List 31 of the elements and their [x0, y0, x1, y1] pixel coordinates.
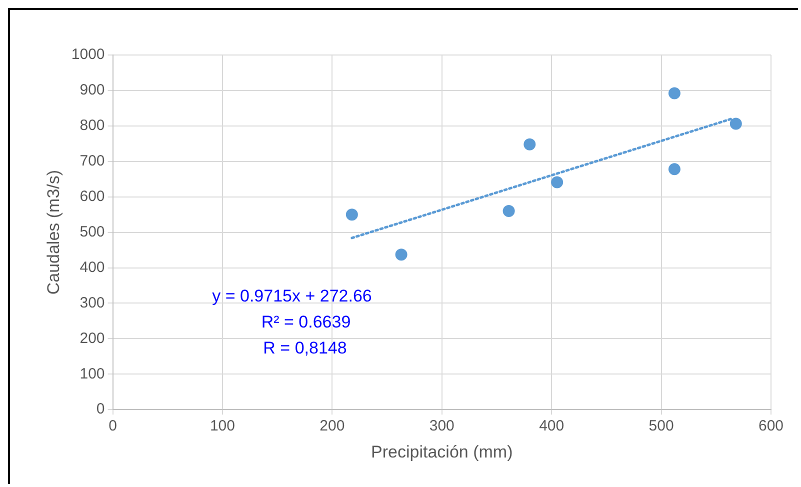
x-axis-title: Precipitación (mm)	[371, 442, 513, 462]
y-tick-label: 500	[80, 223, 105, 240]
x-tick-label: 200	[320, 418, 345, 435]
x-tick-label: 300	[429, 418, 454, 435]
y-axis-title: Caudales (m3/s)	[44, 170, 63, 295]
point	[502, 205, 515, 218]
annotation: R² = 0.6639	[261, 312, 351, 332]
y-tick-label: 600	[80, 188, 105, 205]
point	[730, 118, 742, 130]
point	[346, 208, 358, 221]
y-tick-label: 900	[80, 82, 105, 99]
y-tick-label: 1000	[71, 46, 105, 64]
x-tick-label: 100	[210, 418, 235, 435]
point	[668, 163, 680, 176]
y-tick-label: 0	[96, 400, 105, 418]
x-tick-label: 400	[539, 418, 564, 435]
y-tick-label: 700	[80, 152, 105, 170]
y-tick-label: 800	[80, 117, 105, 134]
annotation: R = 0,8148	[263, 338, 347, 358]
x-tick-label: 0	[108, 418, 117, 435]
annotation: y = 0.9715x + 272.66	[212, 286, 372, 306]
y-tick-label: 100	[80, 365, 105, 382]
x-tick-label: 600	[758, 418, 784, 435]
point	[395, 248, 408, 261]
y-tick-label: 200	[80, 330, 105, 347]
point	[524, 138, 536, 150]
x-tick-label: 500	[648, 418, 674, 435]
y-tick-label: 300	[80, 294, 105, 312]
point	[668, 87, 680, 100]
y-tick-label: 400	[80, 258, 105, 276]
point	[551, 176, 564, 188]
